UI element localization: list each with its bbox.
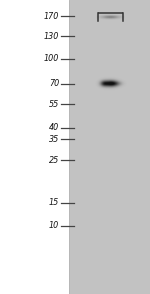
Text: 55: 55 — [49, 100, 59, 109]
Text: 100: 100 — [44, 54, 59, 63]
Text: 70: 70 — [49, 79, 59, 88]
Text: 40: 40 — [49, 123, 59, 132]
Text: 130: 130 — [44, 32, 59, 41]
Bar — [0, 0, 69, 294]
Bar — [69, 0, 150, 294]
Text: 35: 35 — [49, 135, 59, 143]
Text: 170: 170 — [44, 12, 59, 21]
Text: 10: 10 — [49, 221, 59, 230]
Text: 15: 15 — [49, 198, 59, 207]
Text: 25: 25 — [49, 156, 59, 165]
